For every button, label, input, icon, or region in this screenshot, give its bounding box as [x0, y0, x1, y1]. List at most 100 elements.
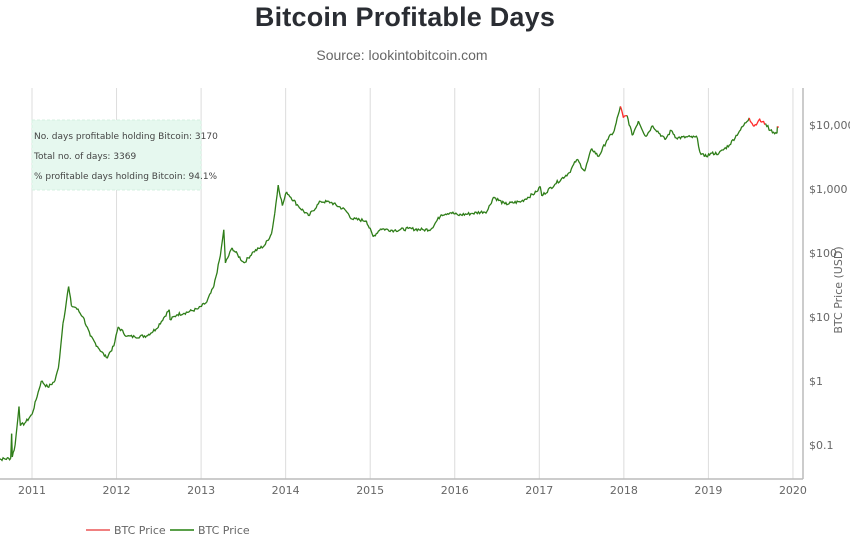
price-line-segment-profitable: [219, 229, 225, 256]
x-tick-label-2019: 2019: [694, 484, 722, 497]
price-line-segment-profitable: [18, 406, 22, 426]
y-tick-label: $10: [809, 311, 830, 324]
price-line-segment-unprofitable: [622, 114, 628, 119]
price-line-segment-profitable: [183, 307, 199, 316]
price-line-segment-profitable: [520, 190, 537, 203]
y-tick-label: $100: [809, 247, 837, 260]
price-line-segment-profitable: [703, 152, 712, 158]
price-line-segment-profitable: [365, 220, 374, 237]
price-line-segment-profitable: [253, 245, 265, 253]
price-line-segment-profitable: [598, 139, 608, 158]
price-line-segment-profitable: [696, 137, 701, 153]
price-line-segment-profitable: [146, 328, 157, 337]
y-tick-label: $10,000: [809, 119, 850, 132]
price-line-segment-profitable: [344, 209, 353, 220]
price-line-segment-profitable: [675, 134, 691, 141]
price-line-segment-profitable: [263, 233, 273, 247]
price-line-segment-unprofitable: [776, 125, 779, 128]
price-line-segment-profitable: [277, 184, 284, 206]
price-line-segment-profitable: [14, 406, 20, 446]
y-tick-label: $1: [809, 375, 823, 388]
price-line-segment-profitable: [711, 150, 720, 156]
x-tick-label-2020: 2020: [779, 484, 807, 497]
price-line-segment-profitable: [57, 323, 64, 368]
price-line-segment-profitable: [729, 130, 740, 146]
price-line-segment-profitable: [197, 301, 208, 310]
price-line-segment-profitable: [320, 199, 332, 204]
price-line-segment-profitable: [243, 251, 254, 264]
price-line-segment-profitable: [689, 135, 698, 139]
price-line-segment-profitable: [645, 125, 654, 137]
price-line-segment-profitable: [126, 334, 136, 339]
price-line-segment-profitable: [168, 309, 171, 320]
price-line-segment-profitable: [113, 326, 119, 347]
price-line-segment-profitable: [652, 125, 666, 140]
price-line-segment-profitable: [738, 117, 750, 132]
price-line-segment-profitable: [0, 456, 12, 462]
price-line-segment-profitable: [541, 183, 556, 197]
price-line-segment-profitable: [96, 345, 108, 359]
x-tick-label-2018: 2018: [610, 484, 638, 497]
price-line-segment-profitable: [764, 123, 771, 132]
price-line-segment-profitable: [155, 309, 170, 330]
legend-label-red[interactable]: BTC Price: [114, 524, 166, 537]
price-line-segment-profitable: [231, 247, 245, 264]
price-line-segment-profitable: [169, 313, 178, 321]
price-line-segment-profitable: [664, 129, 672, 141]
price-line-segment-profitable: [536, 185, 541, 193]
y-axis-title: BTC Price (USD): [832, 246, 845, 333]
price-line-segment-profitable: [769, 128, 778, 135]
price-line-segment-profitable: [75, 307, 84, 318]
price-line-segment-profitable: [67, 286, 73, 306]
price-line-segment-profitable: [440, 211, 452, 217]
price-line-segment-profitable: [699, 151, 706, 157]
x-tick-label-2015: 2015: [356, 484, 384, 497]
chart-subtitle: Source: lookintobitcoin.com: [316, 47, 488, 63]
price-line-segment-profitable: [718, 144, 731, 154]
price-line-segment-profitable: [450, 211, 459, 216]
y-tick-label: $1,000: [809, 183, 848, 196]
price-line-segment-profitable: [486, 196, 495, 212]
price-line-segment-profitable: [504, 200, 522, 206]
price-line-segment-profitable: [117, 326, 127, 337]
price-line-segment-profitable: [24, 413, 33, 424]
price-line-segment-profitable: [626, 115, 633, 136]
price-line-segment-profitable: [176, 311, 185, 317]
price-line-segment-profitable: [539, 186, 543, 196]
price-line-segment-profitable: [62, 286, 70, 324]
price-line-segment-profitable: [31, 380, 42, 415]
price-line-segment-profitable: [134, 334, 148, 339]
price-line-segment-profitable: [493, 196, 506, 206]
price-line-segment-unprofitable: [619, 106, 625, 118]
price-line-segment-profitable: [70, 305, 77, 309]
x-tick-label-2017: 2017: [525, 484, 553, 497]
price-line-segment-profitable: [330, 201, 346, 211]
price-line-segment-profitable: [47, 380, 56, 388]
price-line-segment-profitable: [380, 228, 395, 234]
x-tick-label-2014: 2014: [272, 484, 300, 497]
price-line-segment-profitable: [591, 148, 599, 158]
annotation-percent-profitable: % profitable days holding Bitcoin: 94.1%: [34, 172, 218, 182]
price-line-segment-unprofitable: [753, 119, 760, 127]
x-tick-label-2016: 2016: [441, 484, 469, 497]
price-line-segment-profitable: [286, 191, 299, 207]
price-line-segment-profitable: [613, 106, 622, 132]
price-line-segment-profitable: [372, 228, 382, 238]
price-line-segment-profitable: [297, 205, 310, 217]
annotation-profitable-days: No. days profitable holding Bitcoin: 317…: [34, 132, 218, 142]
chart-title: Bitcoin Profitable Days: [254, 2, 556, 32]
price-line-segment-profitable: [407, 226, 424, 232]
price-line-segment-profitable: [10, 433, 13, 458]
price-line-segment-profitable: [457, 211, 472, 217]
price-line-segment-profitable: [631, 120, 640, 136]
price-line-segment-profitable: [554, 172, 570, 185]
price-line-segment-profitable: [576, 158, 586, 172]
price-line-segment-profitable: [281, 191, 288, 206]
annotation-total-days: Total no. of days: 3369: [33, 152, 137, 162]
legend-label-green[interactable]: BTC Price: [198, 524, 250, 537]
price-line-segment-profitable: [90, 335, 98, 347]
price-line-segment-profitable: [54, 367, 60, 382]
price-line-segment-profitable: [351, 217, 367, 223]
price-line-segment-profitable: [274, 185, 279, 214]
